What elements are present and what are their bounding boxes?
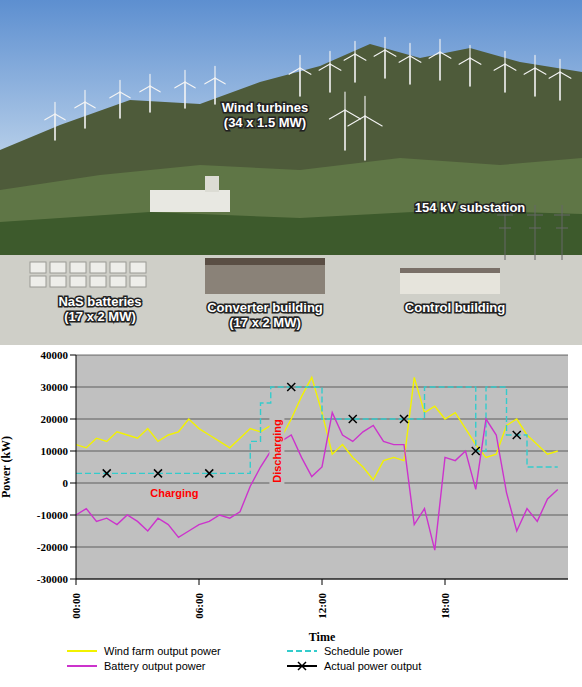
svg-text:Wind turbines(34 x 1.5 MW): Wind turbines(34 x 1.5 MW): [222, 100, 309, 130]
svg-text:154 kV substation: 154 kV substation: [415, 200, 526, 215]
svg-text:20000: 20000: [41, 413, 69, 425]
svg-text:12:00: 12:00: [316, 593, 328, 619]
svg-text:Charging: Charging: [150, 487, 198, 499]
svg-text:0: 0: [63, 477, 69, 489]
svg-text:40000: 40000: [41, 349, 69, 361]
svg-text:10000: 10000: [41, 445, 69, 457]
svg-text:Time: Time: [309, 630, 336, 644]
svg-text:00:00: 00:00: [70, 593, 82, 619]
svg-text:NaS batteries(17 x 2 MW): NaS batteries(17 x 2 MW): [58, 294, 141, 324]
html-text:Battery output power: Battery output power: [104, 660, 206, 672]
svg-text:18:00: 18:00: [439, 593, 451, 619]
svg-text:Converter building(17 x 2 MW): Converter building(17 x 2 MW): [207, 300, 323, 330]
svg-text:Discharging: Discharging: [271, 419, 283, 483]
svg-text:30000: 30000: [41, 381, 69, 393]
svg-text:Power (kW): Power (kW): [0, 436, 13, 498]
svg-text:-30000: -30000: [37, 573, 69, 585]
html-text:Schedule power: Schedule power: [324, 645, 403, 657]
svg-text:-20000: -20000: [37, 541, 69, 553]
svg-text:-10000: -10000: [37, 509, 69, 521]
html-text:Actual power output: Actual power output: [324, 660, 422, 672]
html-text:Wind farm output power: Wind farm output power: [104, 645, 221, 657]
svg-text:06:00: 06:00: [193, 593, 205, 619]
svg-text:Control building: Control building: [405, 300, 505, 315]
